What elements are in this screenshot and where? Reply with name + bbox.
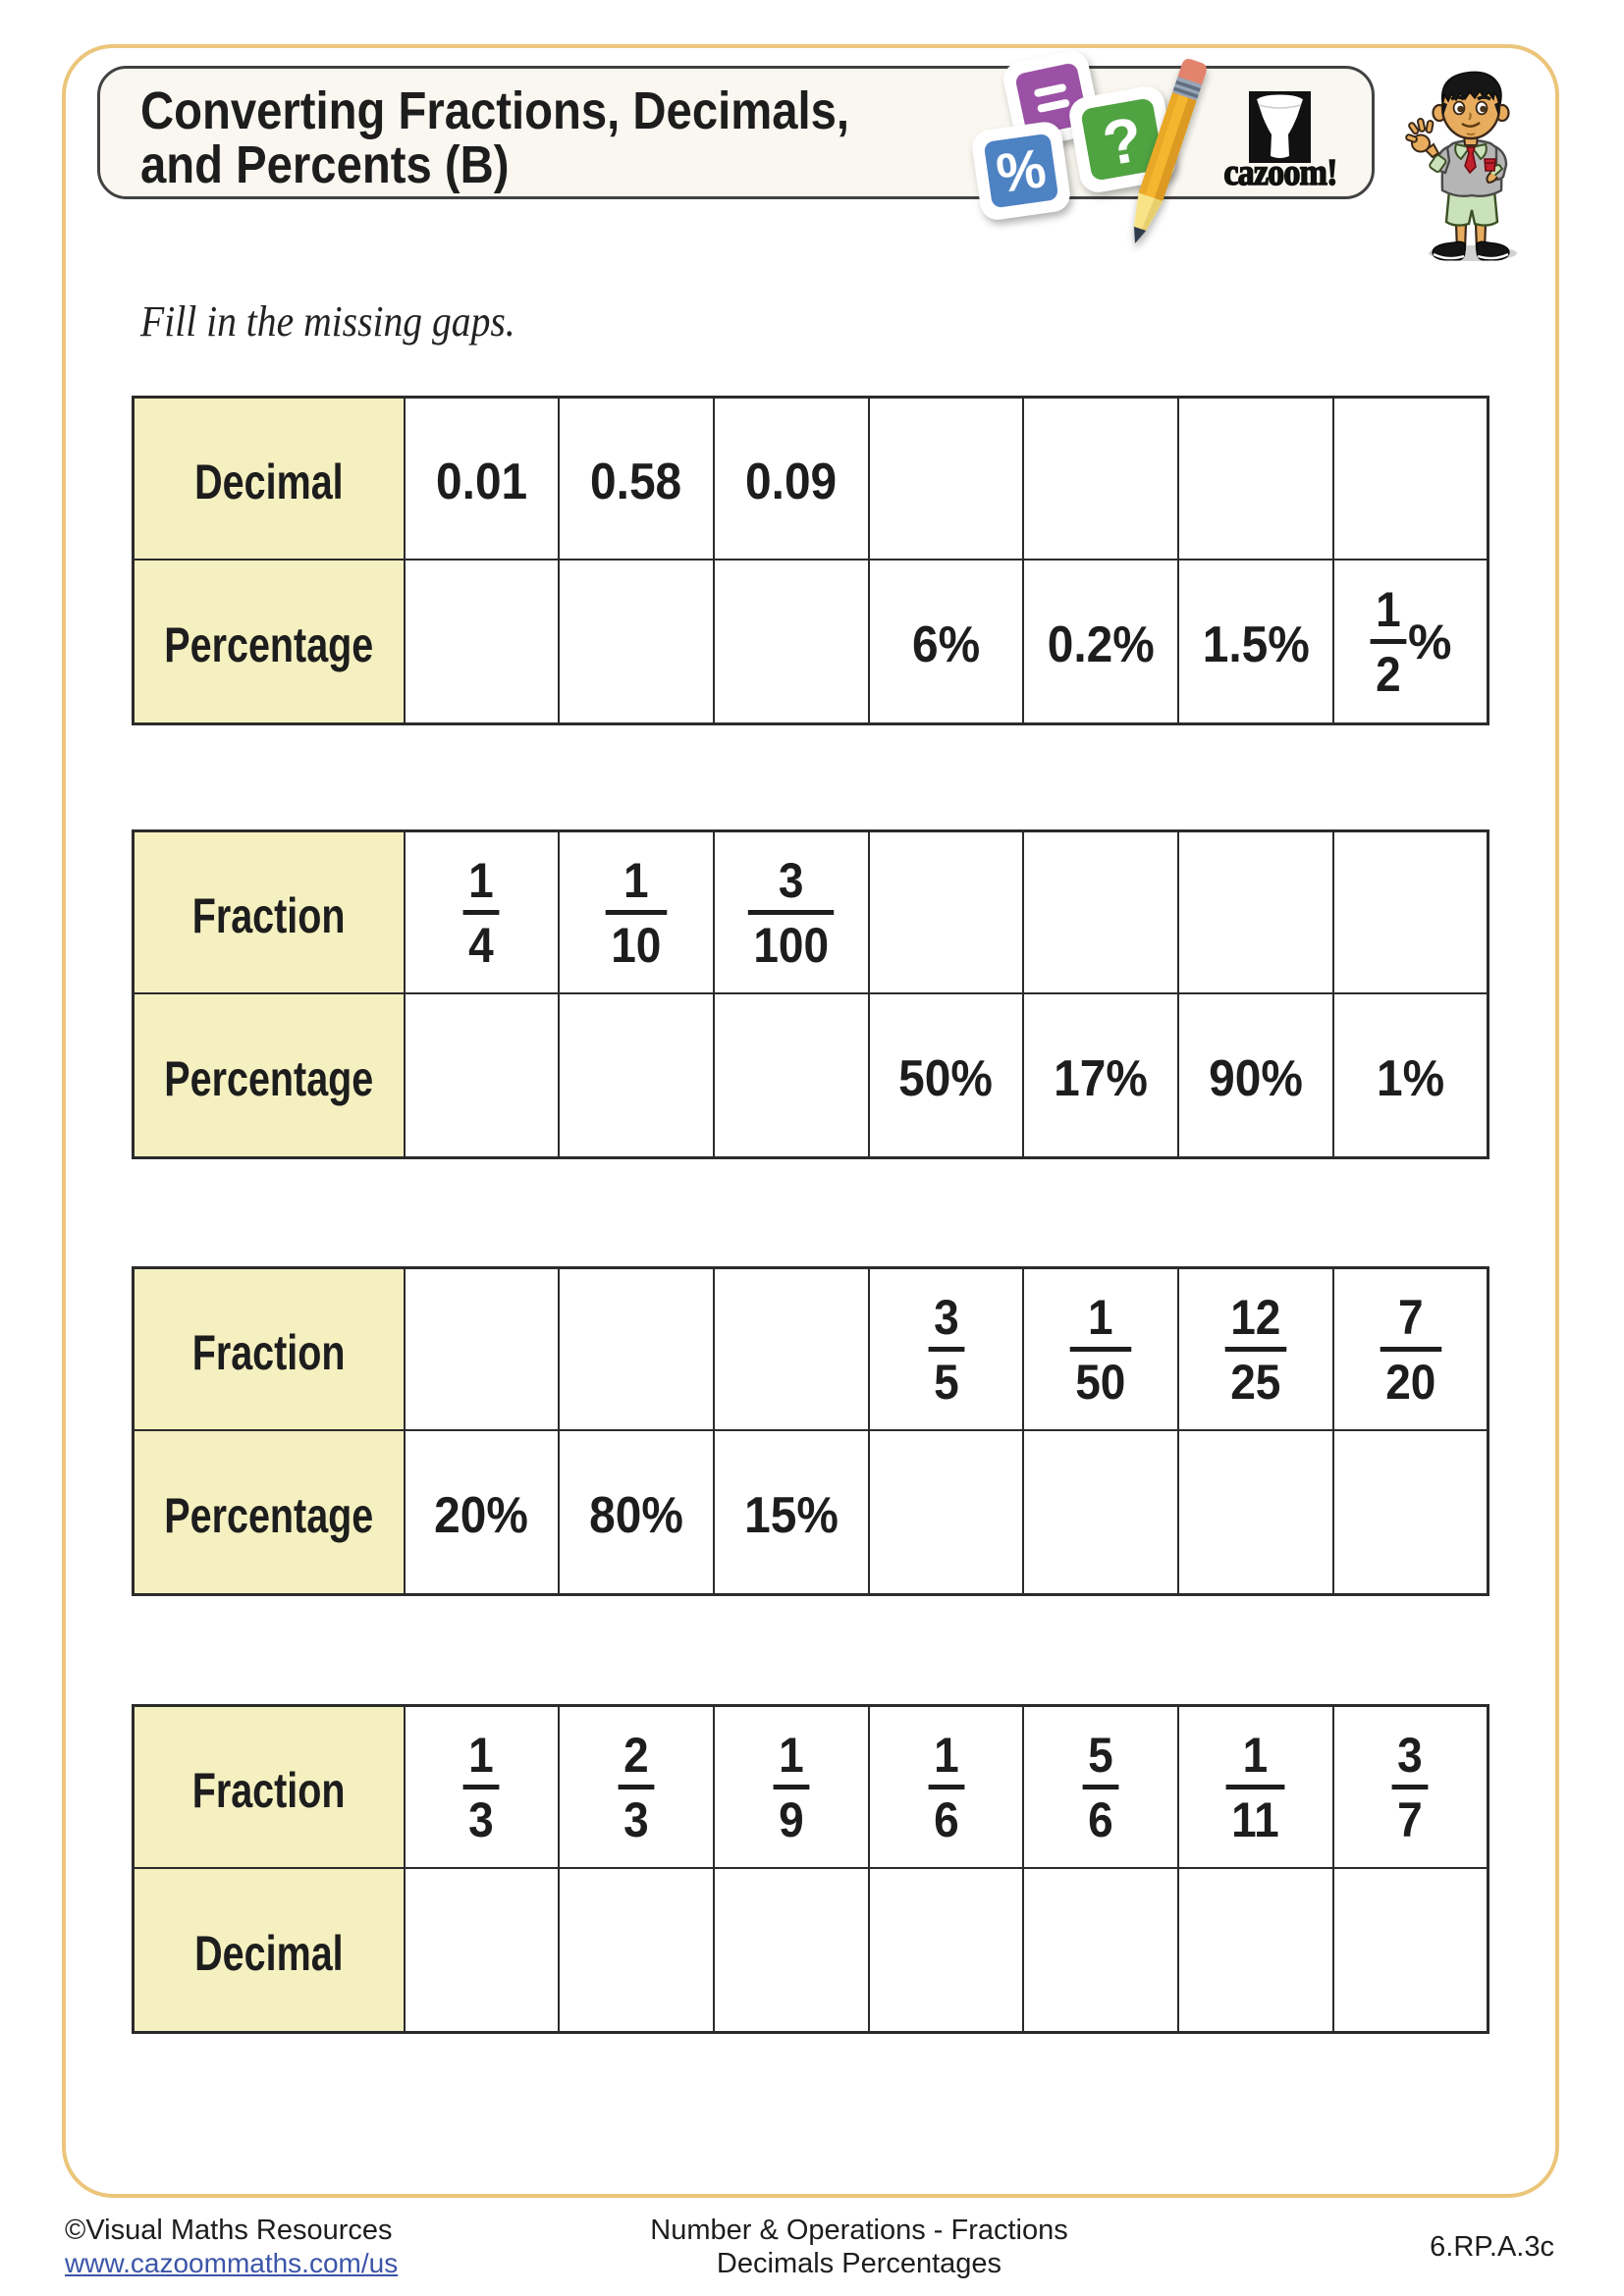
svg-text:%: %: [993, 136, 1050, 204]
